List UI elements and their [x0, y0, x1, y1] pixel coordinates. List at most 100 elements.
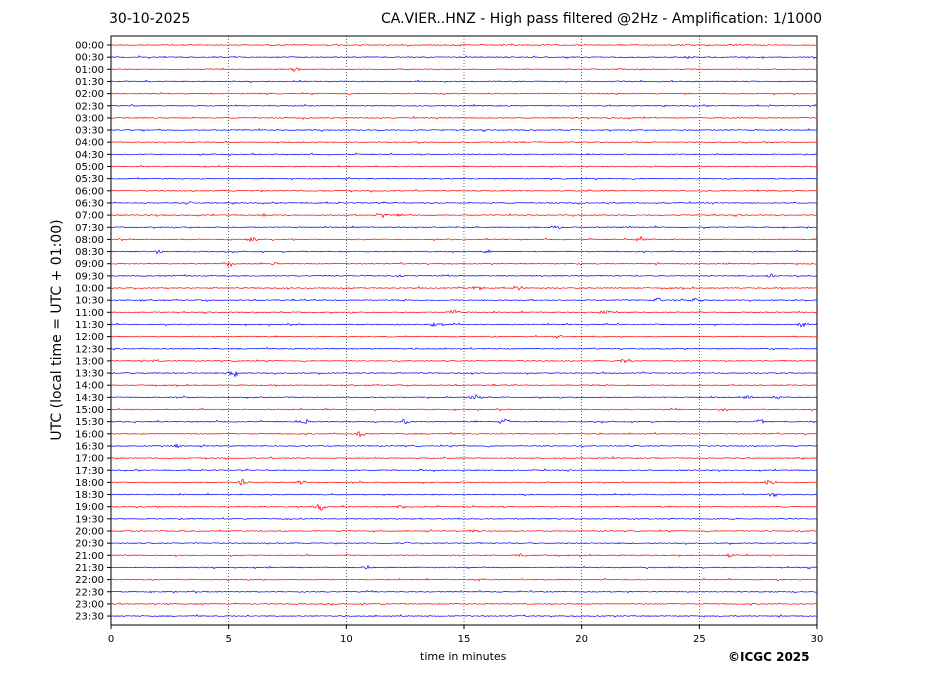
trace-1430 — [110, 394, 818, 400]
y-tick-label: 03:30 — [75, 126, 104, 137]
trace-1300 — [110, 358, 818, 364]
y-tick-label: 09:00 — [75, 259, 104, 270]
trace-2130 — [110, 564, 818, 570]
chart-date: 30-10-2025 — [109, 11, 191, 27]
x-tick-label: 30 — [811, 634, 824, 645]
y-tick-label: 21:00 — [75, 551, 104, 562]
y-tick-label: 02:30 — [75, 101, 104, 112]
trace-1130 — [110, 322, 818, 328]
y-tick-label: 13:30 — [75, 369, 104, 380]
trace-0900 — [110, 261, 818, 268]
y-tick-label: 23:00 — [75, 599, 104, 610]
y-tick-label: 15:30 — [75, 417, 104, 428]
trace-1930 — [110, 517, 818, 521]
y-tick-label: 16:30 — [75, 441, 104, 452]
y-tick-label: 12:30 — [75, 344, 104, 355]
y-tick-label: 15:00 — [75, 405, 104, 416]
y-tick-label: 06:00 — [75, 186, 104, 197]
trace-0830 — [110, 249, 818, 255]
trace-1000 — [110, 285, 818, 291]
x-tick-label: 10 — [340, 634, 353, 645]
y-tick-label: 22:00 — [75, 575, 104, 586]
trace-0030 — [110, 55, 818, 60]
trace-1800 — [110, 478, 818, 486]
y-tick-label: 00:30 — [75, 53, 104, 64]
trace-1900 — [110, 503, 818, 512]
y-tick-label: 18:30 — [75, 490, 104, 501]
trace-0530 — [110, 176, 818, 181]
y-tick-label: 11:00 — [75, 308, 104, 319]
y-tick-label: 17:30 — [75, 466, 104, 477]
y-tick-label: 21:30 — [75, 563, 104, 574]
trace-0330 — [110, 128, 818, 132]
trace-2030 — [110, 541, 818, 545]
y-tick-label: 20:00 — [75, 527, 104, 538]
y-tick-label: 22:30 — [75, 587, 104, 598]
y-tick-label: 10:00 — [75, 284, 104, 295]
y-tick-label: 08:00 — [75, 235, 104, 246]
copyright-label: ©ICGC 2025 — [728, 650, 810, 664]
trace-1200 — [110, 334, 818, 339]
trace-0700 — [110, 212, 818, 219]
y-tick-label: 07:00 — [75, 211, 104, 222]
trace-0630 — [110, 200, 818, 205]
trace-2100 — [110, 553, 818, 559]
trace-1630 — [110, 443, 818, 449]
y-tick-label: 14:30 — [75, 393, 104, 404]
trace-0200 — [110, 92, 818, 96]
y-tick-label: 12:00 — [75, 332, 104, 343]
y-tick-label: 01:30 — [75, 77, 104, 88]
y-tick-label: 00:00 — [75, 41, 104, 52]
x-tick-label: 0 — [108, 634, 114, 645]
trace-1730 — [110, 468, 818, 473]
y-tick-label: 18:00 — [75, 478, 104, 489]
y-tick-label: 19:30 — [75, 514, 104, 525]
trace-1830 — [110, 492, 818, 498]
trace-0130 — [110, 79, 818, 84]
trace-1330 — [110, 370, 818, 378]
y-tick-label: 19:00 — [75, 502, 104, 513]
trace-1530 — [110, 418, 818, 425]
y-tick-label: 16:00 — [75, 429, 104, 440]
x-tick-label: 25 — [693, 634, 706, 645]
y-tick-label: 14:00 — [75, 381, 104, 392]
y-tick-label: 05:00 — [75, 162, 104, 173]
y-tick-label: 06:30 — [75, 198, 104, 209]
y-tick-label: 17:00 — [75, 454, 104, 465]
trace-1400 — [110, 383, 818, 388]
trace-0930 — [110, 273, 818, 278]
trace-1030 — [110, 297, 818, 303]
x-tick-label: 5 — [225, 634, 231, 645]
trace-2230 — [110, 589, 818, 594]
trace-0000 — [110, 43, 818, 47]
x-tick-label: 20 — [575, 634, 588, 645]
trace-1100 — [110, 309, 818, 315]
trace-0500 — [110, 164, 818, 168]
trace-0430 — [110, 152, 818, 157]
trace-2300 — [110, 602, 818, 606]
x-axis-label: time in minutes — [420, 650, 507, 663]
x-tick-label: 15 — [458, 634, 471, 645]
trace-0100 — [111, 67, 818, 73]
y-tick-label: 02:00 — [75, 89, 104, 100]
trace-1700 — [110, 456, 818, 460]
y-tick-label: 23:30 — [75, 612, 104, 623]
y-tick-label: 04:00 — [75, 138, 104, 149]
y-tick-label: 09:30 — [75, 271, 104, 282]
trace-1600 — [110, 431, 818, 438]
y-tick-label: 04:30 — [75, 150, 104, 161]
trace-0730 — [110, 225, 818, 230]
y-tick-label: 08:30 — [75, 247, 104, 258]
y-tick-label: 05:30 — [75, 174, 104, 185]
chart-title: CA.VIER..HNZ - High pass filtered @2Hz -… — [381, 11, 823, 27]
trace-2000 — [110, 529, 818, 533]
trace-0230 — [110, 103, 818, 108]
y-tick-label: 01:00 — [75, 65, 104, 76]
trace-0800 — [110, 235, 818, 243]
trace-1500 — [110, 407, 818, 412]
y-tick-label: 07:30 — [75, 223, 104, 234]
trace-1230 — [110, 346, 818, 351]
trace-0600 — [110, 188, 818, 193]
y-tick-label: 03:00 — [75, 113, 104, 124]
